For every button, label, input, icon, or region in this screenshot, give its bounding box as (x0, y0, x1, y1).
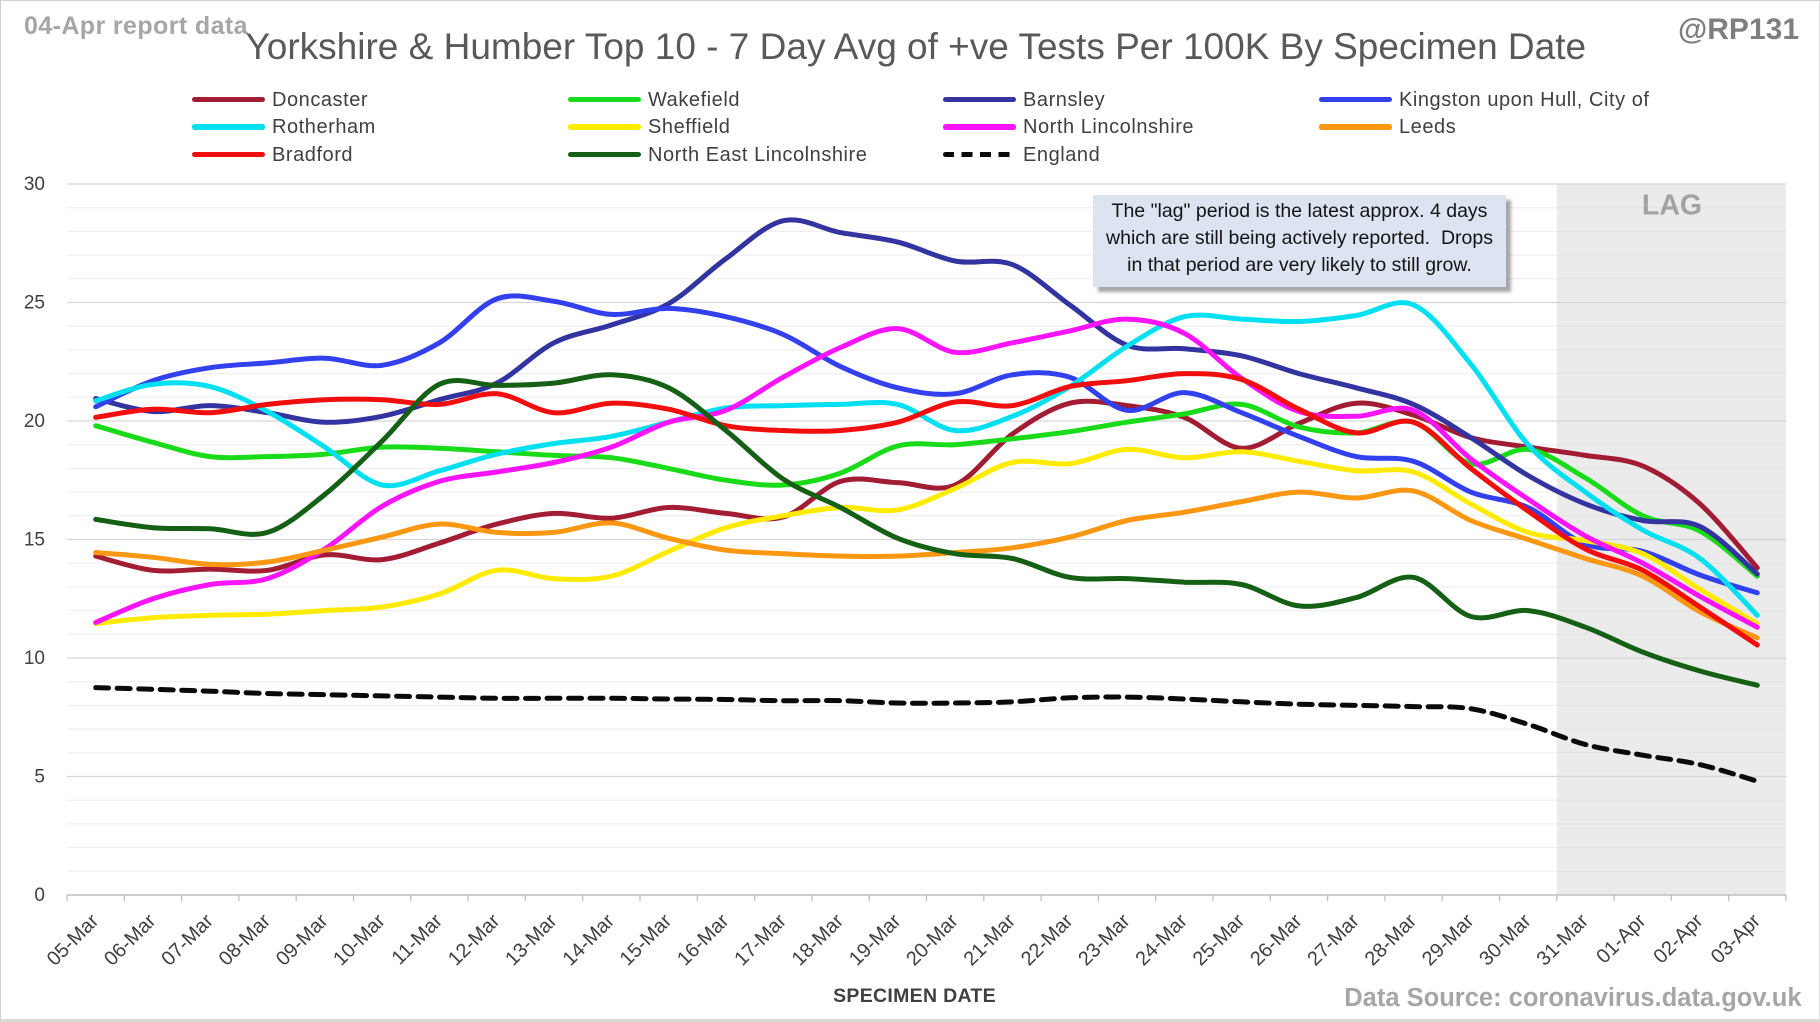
svg-text:07-Mar: 07-Mar (157, 910, 218, 971)
svg-text:23-Mar: 23-Mar (1074, 910, 1135, 971)
svg-text:25: 25 (24, 293, 45, 314)
svg-text:03-Apr: 03-Apr (1707, 910, 1765, 968)
svg-text:10: 10 (24, 648, 45, 669)
svg-text:22-Mar: 22-Mar (1017, 910, 1078, 971)
svg-text:25-Mar: 25-Mar (1189, 910, 1250, 971)
svg-text:01-Apr: 01-Apr (1592, 910, 1650, 968)
svg-text:13-Mar: 13-Mar (501, 910, 562, 971)
svg-text:30: 30 (24, 174, 45, 195)
svg-text:0: 0 (34, 885, 45, 906)
svg-text:19-Mar: 19-Mar (845, 910, 906, 971)
svg-text:26-Mar: 26-Mar (1246, 910, 1307, 971)
svg-text:11-Mar: 11-Mar (388, 910, 448, 970)
svg-text:06-Mar: 06-Mar (100, 910, 161, 971)
svg-text:21-Mar: 21-Mar (960, 910, 1021, 971)
svg-text:09-Mar: 09-Mar (272, 910, 333, 971)
svg-text:29-Mar: 29-Mar (1418, 910, 1479, 971)
svg-text:5: 5 (34, 767, 45, 788)
svg-text:20: 20 (24, 411, 45, 432)
svg-text:02-Apr: 02-Apr (1650, 910, 1708, 968)
svg-text:14-Mar: 14-Mar (559, 910, 620, 971)
svg-text:15: 15 (24, 530, 45, 551)
svg-text:12-Mar: 12-Mar (444, 910, 505, 971)
svg-text:28-Mar: 28-Mar (1361, 910, 1422, 971)
svg-text:08-Mar: 08-Mar (215, 910, 276, 971)
svg-text:17-Mar: 17-Mar (730, 910, 791, 971)
svg-text:30-Mar: 30-Mar (1475, 910, 1536, 971)
svg-text:20-Mar: 20-Mar (902, 910, 963, 971)
svg-text:27-Mar: 27-Mar (1303, 910, 1364, 971)
svg-text:05-Mar: 05-Mar (43, 910, 104, 971)
svg-text:LAG: LAG (1642, 190, 1702, 222)
svg-text:31-Mar: 31-Mar (1533, 910, 1594, 971)
svg-text:16-Mar: 16-Mar (673, 910, 734, 971)
svg-text:15-Mar: 15-Mar (616, 910, 677, 971)
svg-text:18-Mar: 18-Mar (788, 910, 849, 971)
svg-text:24-Mar: 24-Mar (1131, 910, 1192, 971)
svg-text:10-Mar: 10-Mar (329, 910, 390, 971)
